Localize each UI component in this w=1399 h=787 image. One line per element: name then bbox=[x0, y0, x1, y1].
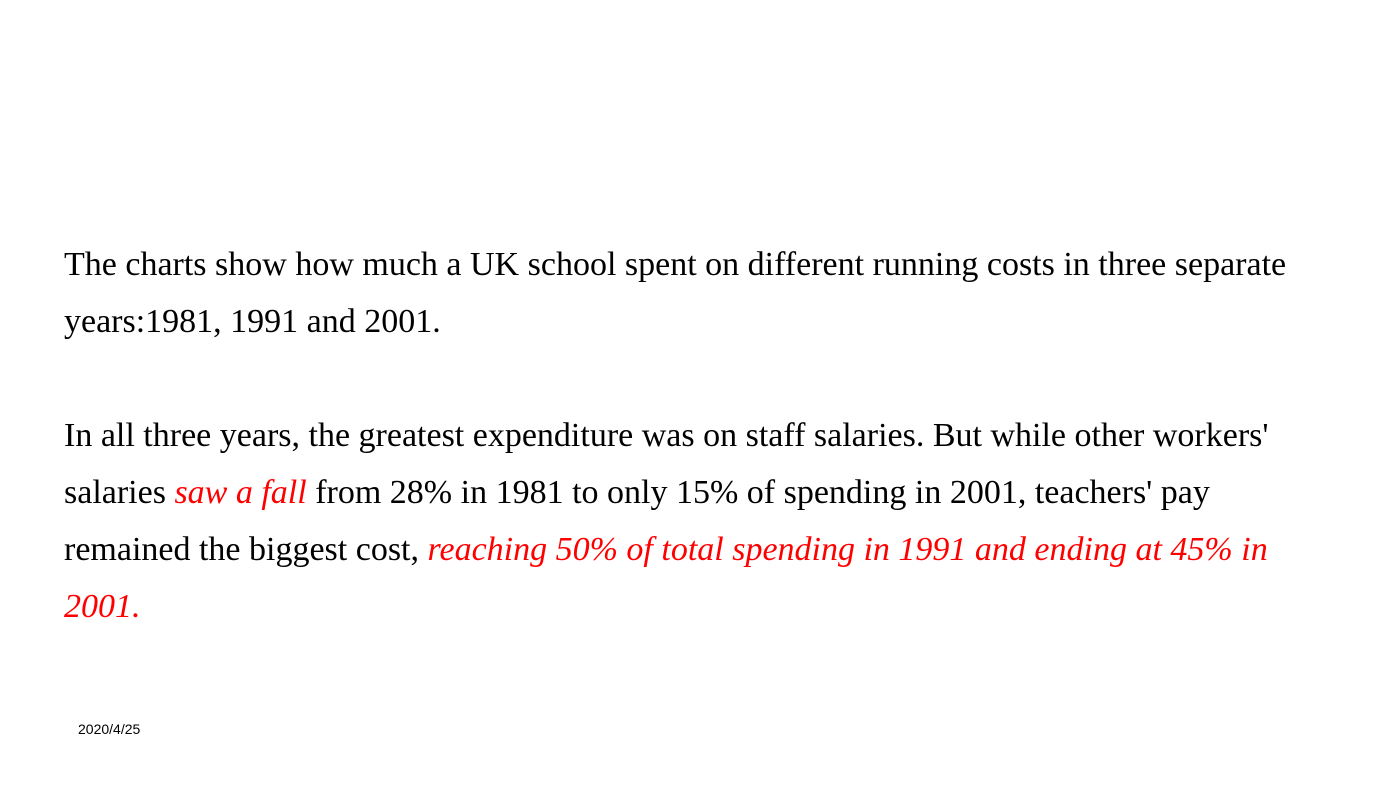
salary-text-part-2: from 28% in 1981 to only 15% of spending… bbox=[64, 474, 1210, 568]
intro-paragraph: The charts show how much a UK school spe… bbox=[64, 246, 1287, 340]
slide-date: 2020/4/25 bbox=[78, 721, 141, 737]
salary-text-part-1: In all three years, the greatest expendi… bbox=[64, 417, 1269, 511]
slide-body: The charts show how much a UK school spe… bbox=[64, 236, 1324, 635]
salary-paragraph: In all three years, the greatest expendi… bbox=[64, 407, 1324, 635]
highlight-saw-a-fall: saw a fall bbox=[174, 474, 307, 511]
highlight-reaching-50-percent: reaching 50% of total spending in 1991 a… bbox=[64, 531, 1268, 625]
